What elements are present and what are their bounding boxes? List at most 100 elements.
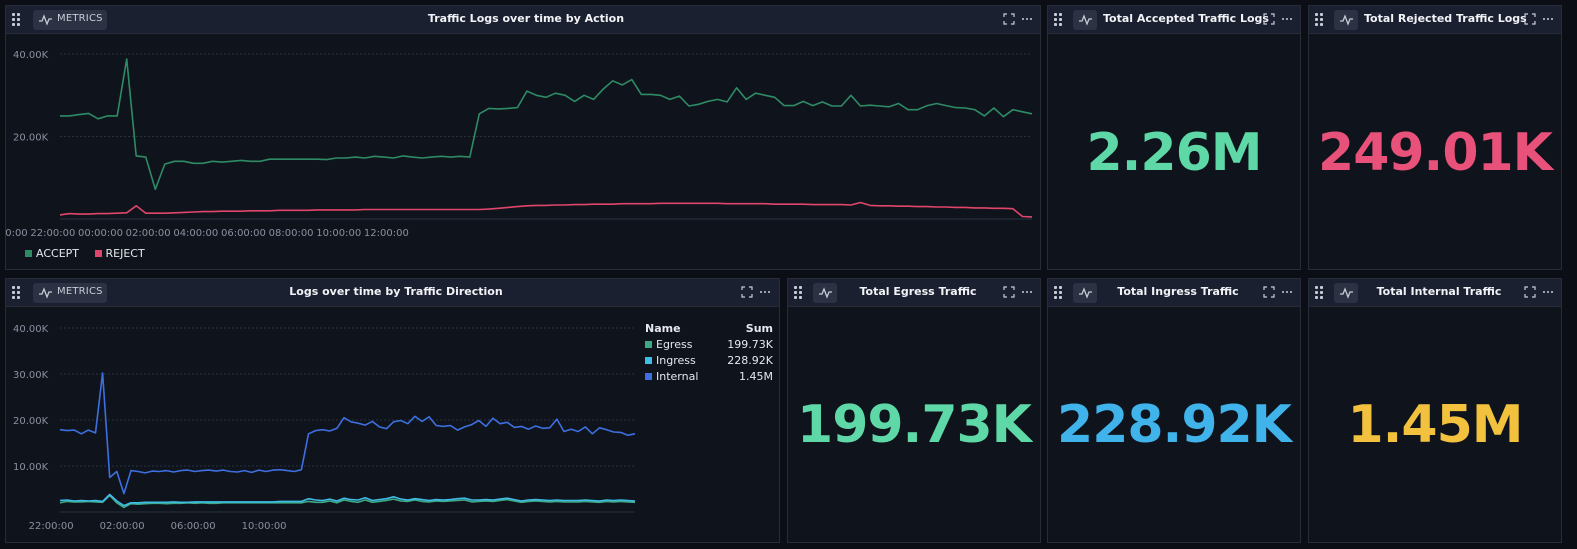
- expand-icon[interactable]: [1003, 13, 1015, 25]
- total-egress-panel: Total Egress Traffic 199.73K: [787, 278, 1041, 543]
- egress-swatch: [645, 341, 652, 348]
- accept-swatch: [25, 250, 32, 257]
- x-tick-label: 10:00:00: [242, 521, 287, 532]
- legend-sum-header: Sum: [745, 322, 773, 335]
- activity-pulse-icon: [1340, 287, 1353, 299]
- panel-title: Total Accepted Traffic Logs: [1103, 12, 1269, 25]
- legend-row-name: Egress: [656, 338, 693, 351]
- legend-row-sum: 228.92K: [727, 354, 773, 367]
- panel-header: Total Rejected Traffic Logs: [1309, 6, 1561, 34]
- traffic-by-action-chart: 20.00K40.00K18:00:0020:00:0022:00:0000:0…: [6, 50, 1033, 239]
- expand-icon[interactable]: [1263, 13, 1275, 25]
- legend-row-egress[interactable]: Egress 199.73K: [645, 338, 773, 354]
- internal-swatch: [645, 373, 652, 380]
- legend-row-ingress[interactable]: Ingress 228.92K: [645, 354, 773, 370]
- panel-title: Logs over time by Traffic Direction: [289, 285, 503, 298]
- more-horizontal-icon[interactable]: [1021, 286, 1033, 298]
- total-accepted-panel: Total Accepted Traffic Logs 2.26M: [1047, 5, 1301, 270]
- legend-row-sum: 199.73K: [727, 338, 773, 351]
- panel-title: Total Ingress Traffic: [1117, 285, 1239, 298]
- metric-value: 199.73K: [797, 395, 1032, 455]
- drag-handle-icon[interactable]: [12, 13, 22, 27]
- panel-title: Total Egress Traffic: [859, 285, 977, 298]
- activity-pulse-icon: [39, 287, 52, 299]
- y-tick-label: 10.00K: [13, 462, 49, 473]
- drag-handle-icon[interactable]: [1315, 286, 1325, 300]
- x-tick-label: 02:00:00: [126, 228, 171, 239]
- expand-icon[interactable]: [1524, 286, 1536, 298]
- activity-pulse-icon: [1340, 14, 1353, 26]
- expand-icon[interactable]: [1524, 13, 1536, 25]
- metrics-badge: METRICS: [33, 10, 107, 30]
- metrics-badge: [1073, 10, 1097, 30]
- panel-title: Total Internal Traffic: [1376, 285, 1502, 298]
- metric-value: 249.01K: [1318, 123, 1553, 183]
- expand-icon[interactable]: [1263, 286, 1275, 298]
- panel-header: Total Accepted Traffic Logs: [1048, 6, 1300, 34]
- legend-row-name: Internal: [656, 370, 699, 383]
- x-tick-label: 22:00:00: [29, 521, 74, 532]
- badge-label: METRICS: [57, 286, 103, 297]
- more-horizontal-icon[interactable]: [1281, 286, 1293, 298]
- activity-pulse-icon: [1079, 14, 1092, 26]
- y-tick-label: 20.00K: [13, 133, 49, 144]
- legend-item-reject[interactable]: REJECT: [94, 247, 145, 260]
- legend-reject-label: REJECT: [105, 247, 145, 260]
- activity-pulse-icon: [1079, 287, 1092, 299]
- x-tick-label: 06:00:00: [171, 521, 216, 532]
- y-tick-label: 40.00K: [13, 324, 49, 335]
- more-horizontal-icon[interactable]: [1542, 13, 1554, 25]
- panel-header: Total Ingress Traffic: [1048, 279, 1300, 307]
- panel-header: METRICS Logs over time by Traffic Direct…: [6, 279, 779, 307]
- series-line-reject[interactable]: [59, 201, 1033, 218]
- more-horizontal-icon[interactable]: [1542, 286, 1554, 298]
- x-tick-label: 08:00:00: [269, 228, 314, 239]
- metric-value: 2.26M: [1086, 123, 1262, 183]
- traffic-direction-chart: 10.00K20.00K30.00K40.00K18:00:0022:00:00…: [13, 324, 636, 532]
- panel-header: Total Egress Traffic: [788, 279, 1040, 307]
- drag-handle-icon[interactable]: [1054, 13, 1064, 27]
- expand-icon[interactable]: [1003, 286, 1015, 298]
- x-tick-label: 12:00:00: [364, 228, 409, 239]
- x-tick-label: 02:00:00: [100, 521, 145, 532]
- total-internal-panel: Total Internal Traffic 1.45M: [1308, 278, 1562, 543]
- traffic-by-action-panel: METRICS Traffic Logs over time by Action…: [5, 5, 1041, 270]
- panel-title: Traffic Logs over time by Action: [427, 12, 625, 25]
- metric-value: 228.92K: [1057, 395, 1292, 455]
- legend-table: Name Sum Egress 199.73K Ingress 228.92K …: [645, 322, 773, 386]
- metrics-badge: [1334, 283, 1358, 303]
- metrics-badge: [1073, 283, 1097, 303]
- series-line-accept[interactable]: [60, 58, 1033, 191]
- badge-label: METRICS: [57, 13, 103, 24]
- y-tick-label: 20.00K: [13, 416, 49, 427]
- series-line-internal[interactable]: [59, 372, 636, 495]
- expand-icon[interactable]: [741, 286, 753, 298]
- legend-item-accept[interactable]: ACCEPT: [25, 247, 79, 260]
- y-tick-label: 30.00K: [13, 370, 49, 381]
- panel-header: Total Internal Traffic: [1309, 279, 1561, 307]
- x-tick-label: 20:00:00: [6, 228, 28, 239]
- more-horizontal-icon[interactable]: [1021, 13, 1033, 25]
- reject-swatch: [94, 250, 102, 257]
- legend-header-row: Name Sum: [645, 322, 773, 338]
- panel-header: METRICS Traffic Logs over time by Action: [6, 6, 1040, 34]
- legend-row-internal[interactable]: Internal 1.45M: [645, 370, 773, 386]
- activity-pulse-icon: [39, 14, 52, 26]
- more-horizontal-icon[interactable]: [1281, 13, 1293, 25]
- metrics-badge: [813, 283, 837, 303]
- x-tick-label: 06:00:00: [221, 228, 266, 239]
- x-tick-label: 10:00:00: [316, 228, 361, 239]
- total-ingress-panel: Total Ingress Traffic 228.92K: [1047, 278, 1301, 543]
- series-line-ingress[interactable]: [59, 493, 636, 507]
- x-tick-label: 00:00:00: [78, 228, 123, 239]
- metrics-badge: METRICS: [33, 283, 107, 303]
- x-tick-label: 04:00:00: [173, 228, 218, 239]
- series-line-egress[interactable]: [59, 494, 636, 509]
- drag-handle-icon[interactable]: [1315, 13, 1325, 27]
- drag-handle-icon[interactable]: [1054, 286, 1064, 300]
- legend-row-sum: 1.45M: [739, 370, 773, 383]
- x-tick-label: 22:00:00: [30, 228, 75, 239]
- more-horizontal-icon[interactable]: [759, 286, 771, 298]
- drag-handle-icon[interactable]: [12, 286, 22, 300]
- drag-handle-icon[interactable]: [794, 286, 804, 300]
